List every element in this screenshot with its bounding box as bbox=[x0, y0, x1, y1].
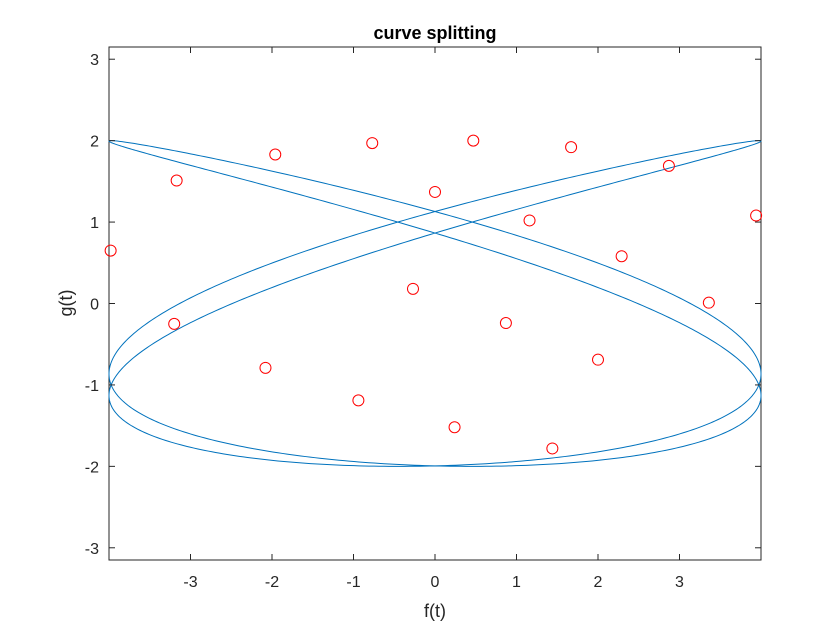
marker-point bbox=[448, 421, 461, 434]
y-tick-label: 1 bbox=[90, 215, 99, 232]
marker-point bbox=[259, 361, 272, 374]
x-tick-label: 0 bbox=[431, 574, 440, 591]
marker-point bbox=[592, 353, 604, 366]
marker-point bbox=[467, 134, 480, 147]
marker-point bbox=[366, 137, 379, 150]
y-axis-label: g(t) bbox=[56, 290, 76, 317]
curve-layer bbox=[108, 140, 762, 467]
marker-point bbox=[662, 159, 675, 172]
y-tick-label: -1 bbox=[85, 378, 99, 395]
y-tick-label: -3 bbox=[85, 541, 99, 558]
y-tick-label: -2 bbox=[85, 459, 99, 476]
marker-point bbox=[702, 296, 715, 309]
y-axis-ticks: -3 -2 -1 0 1 2 3 bbox=[85, 52, 761, 558]
x-tick-label: -1 bbox=[346, 574, 360, 591]
x-tick-label: 3 bbox=[675, 574, 684, 591]
y-tick-label: 0 bbox=[90, 297, 99, 314]
x-tick-label: -2 bbox=[265, 574, 279, 591]
marker-point bbox=[615, 250, 628, 263]
marker-point bbox=[750, 209, 763, 222]
x-tick-label: 1 bbox=[512, 574, 521, 591]
x-tick-label: 2 bbox=[594, 574, 603, 591]
y-tick-label: 2 bbox=[90, 134, 99, 151]
marker-point bbox=[352, 394, 365, 407]
marker-point bbox=[104, 244, 117, 257]
series-curve bbox=[108, 140, 762, 467]
marker-point bbox=[168, 317, 181, 330]
chart-title: curve splitting bbox=[373, 23, 496, 43]
x-axis-label: f(t) bbox=[424, 601, 446, 621]
x-tick-label: -3 bbox=[183, 574, 197, 591]
marker-point bbox=[269, 148, 282, 161]
plot-area bbox=[108, 46, 762, 561]
x-axis-ticks: -3 -2 -1 0 1 2 3 bbox=[183, 47, 684, 591]
y-tick-label: 3 bbox=[90, 52, 99, 69]
marker-point bbox=[499, 317, 512, 330]
marker-point bbox=[406, 282, 419, 295]
marker-point bbox=[523, 214, 536, 227]
marker-point bbox=[170, 174, 183, 187]
marker-layer bbox=[104, 134, 763, 455]
marker-point bbox=[429, 185, 441, 198]
marker-point bbox=[546, 442, 559, 455]
marker-point bbox=[565, 141, 578, 154]
